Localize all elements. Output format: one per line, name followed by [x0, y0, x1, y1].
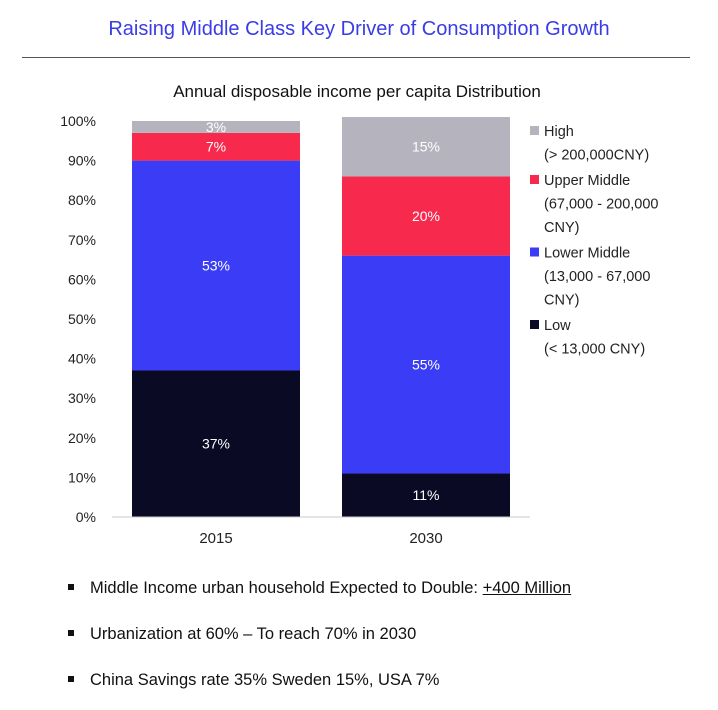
legend-swatch: [530, 320, 539, 329]
y-tick-label: 60%: [68, 271, 96, 287]
bar-segment: [342, 176, 510, 256]
y-tick-label: 40%: [68, 351, 96, 367]
bar-segment: [342, 255, 510, 474]
bar-segment: [132, 132, 300, 161]
y-tick-label: 100%: [60, 113, 96, 129]
bullet-text: Urbanization at 60% – To reach 70% in 20…: [90, 625, 417, 643]
data-label: 37%: [202, 436, 230, 452]
y-tick-label: 20%: [68, 430, 96, 446]
bar-segment: [132, 160, 300, 371]
bar-segment: [132, 121, 300, 133]
bars: 37% 53% 7% 3% 11% 55% 20% 15%: [132, 117, 510, 517]
legend-label: Upper Middle: [544, 173, 630, 189]
bullet-emphasis: +400 Million: [482, 579, 572, 597]
bullet-square-icon: [68, 584, 74, 590]
bullet-square-icon: [68, 676, 74, 682]
y-tick-label: 70%: [68, 232, 96, 248]
data-label: 11%: [413, 487, 440, 503]
y-tick-label: 90%: [68, 153, 96, 169]
bar-segment: [342, 117, 510, 177]
legend-label: (13,000 - 67,000: [544, 269, 650, 285]
bullet-item: China Savings rate 35% Sweden 15%, USA 7…: [68, 664, 571, 710]
bullet-item: Middle Income urban household Expected t…: [68, 572, 571, 618]
legend-swatch: [530, 247, 539, 257]
bar-segment: [342, 473, 510, 517]
x-tick-label: 2015: [199, 530, 232, 547]
data-label: 7%: [206, 139, 226, 155]
page-title: Raising Middle Class Key Driver of Consu…: [108, 18, 610, 40]
legend-label: (67,000 - 200,000: [544, 197, 658, 213]
data-label: 3%: [206, 119, 226, 135]
y-tick-label: 30%: [68, 390, 96, 406]
y-tick-label: 0%: [76, 509, 96, 525]
x-tick-label: 2030: [409, 530, 442, 547]
data-label: 53%: [202, 258, 230, 274]
legend-label: (< 13,000 CNY): [544, 342, 645, 358]
legend-swatch: [530, 175, 539, 184]
legend: High (> 200,000CNY) Upper Middle (67,000 - …: [530, 124, 658, 358]
legend-label: CNY): [544, 293, 579, 309]
bullet-text: Middle Income urban household Expected t…: [90, 579, 483, 597]
y-tick-label: 10%: [68, 469, 96, 485]
legend-label: Low: [544, 318, 571, 334]
bullet-text: China Savings rate 35% Sweden 15%, USA 7…: [90, 671, 440, 689]
y-tick-label: 80%: [68, 192, 96, 208]
data-label: 15%: [412, 139, 440, 155]
y-axis: 0% 10% 20% 30% 40% 50% 60% 70% 80% 90% 100%: [60, 113, 96, 525]
legend-label: CNY): [544, 220, 579, 236]
bullet-item: Urbanization at 60% – To reach 70% in 20…: [68, 618, 571, 664]
bullet-list: Middle Income urban household Expected t…: [68, 572, 571, 710]
legend-label: High: [544, 124, 574, 140]
legend-label: (> 200,000CNY): [544, 148, 649, 164]
bar-segment: [132, 370, 300, 517]
data-label: 55%: [412, 357, 440, 373]
data-label: 20%: [412, 208, 440, 224]
x-axis: 2015 2030: [112, 516, 530, 547]
chart-title: Annual disposable income per capita Dist…: [173, 82, 541, 101]
legend-label: Lower Middle: [544, 246, 630, 262]
legend-swatch: [530, 126, 539, 135]
y-tick-label: 50%: [68, 311, 96, 327]
title-divider: [22, 57, 690, 58]
stacked-bar-chart: Annual disposable income per capita Dist…: [60, 82, 658, 547]
bullet-square-icon: [68, 630, 74, 636]
